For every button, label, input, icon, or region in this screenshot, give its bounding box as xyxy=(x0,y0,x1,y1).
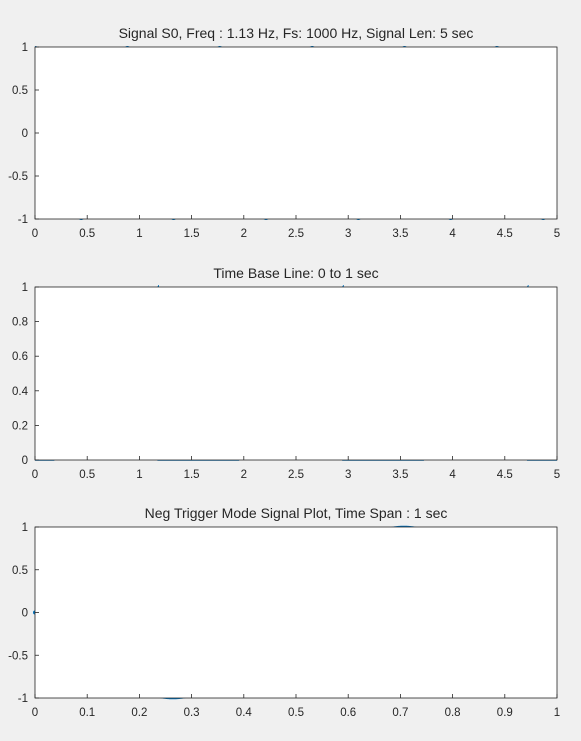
axes-2: 0 0.5 1 1.5 2 2.5 3 3.5 4 4.5 5 0 0.2 0.4 0.6 0.8 1 Time … xyxy=(12,265,560,481)
x-tick-label: 4 xyxy=(449,228,456,240)
x-tick-label: 1.5 xyxy=(184,469,200,481)
x-tick-label: 3.5 xyxy=(392,469,408,481)
y-tick-label: -0.5 xyxy=(8,650,28,662)
x-tick-label: 0.4 xyxy=(236,707,253,719)
x-tick-label: 0.8 xyxy=(445,707,461,719)
axes-3: 0 0.1 0.2 0.3 0.4 0.5 0.6 0.7 0.8 0.9 1 -1 -0.5 0 0.5 1… xyxy=(8,505,560,719)
x-tick-label: 4.5 xyxy=(497,228,513,240)
x-tick-label: 3 xyxy=(345,228,351,240)
y-tick-label: 1 xyxy=(22,282,28,294)
x-tick-label: 1 xyxy=(136,469,142,481)
x-tick-label: 0.2 xyxy=(131,707,147,719)
y-tick-label: 0.2 xyxy=(12,420,28,432)
x-tick-label: 0 xyxy=(32,228,38,240)
axes-frame xyxy=(34,46,558,220)
x-tick-label: 0.9 xyxy=(497,707,513,719)
x-tick-label: 4 xyxy=(449,469,456,481)
y-tick-label: 0 xyxy=(22,455,28,467)
y-tick-label: 0 xyxy=(22,608,28,620)
chart-title: Time Base Line: 0 to 1 sec xyxy=(213,265,378,281)
y-tick-label: -0.5 xyxy=(8,171,28,183)
x-tick-label: 0 xyxy=(32,469,38,481)
x-tick-label: 2.5 xyxy=(288,228,304,240)
x-tick-label: 2 xyxy=(241,469,247,481)
x-tick-label: 2.5 xyxy=(288,469,304,481)
y-tick-label: -1 xyxy=(18,693,28,705)
x-tick-label: 3.5 xyxy=(392,228,408,240)
x-tick-label: 0.5 xyxy=(288,707,304,719)
x-tick-label: 5 xyxy=(554,228,560,240)
chart-title: Signal S0, Freq : 1.13 Hz, Fs: 1000 Hz, … xyxy=(119,25,474,41)
x-tick-label: 4.5 xyxy=(497,469,513,481)
x-tick-label: 1 xyxy=(136,228,142,240)
x-tick-label: 3 xyxy=(345,469,351,481)
y-tick-label: 0 xyxy=(22,128,28,140)
y-tick-label: 0.4 xyxy=(12,386,29,398)
x-tick-label: 0 xyxy=(32,707,38,719)
y-tick-label: 0.6 xyxy=(12,351,28,363)
chart-title: Neg Trigger Mode Signal Plot, Time Span … xyxy=(145,505,448,521)
y-tick-label: -1 xyxy=(18,214,28,226)
x-tick-label: 0.3 xyxy=(184,707,200,719)
y-tick-label: 0.5 xyxy=(12,85,28,97)
x-tick-label: 5 xyxy=(554,469,560,481)
x-tick-label: 0.1 xyxy=(79,707,95,719)
x-tick-label: 0.6 xyxy=(340,707,356,719)
x-tick-label: 1 xyxy=(554,707,560,719)
x-tick-label: 0.5 xyxy=(79,228,95,240)
axes-1: 0 0.5 1 1.5 2 2.5 3 3.5 4 4.5 5 -1 -0.5 0 0.5 1 Signal S… xyxy=(8,25,560,240)
axes-frame xyxy=(34,526,558,699)
y-tick-label: 1 xyxy=(22,522,28,534)
y-tick-label: 0.5 xyxy=(12,565,28,577)
y-tick-label: 1 xyxy=(22,42,28,54)
x-tick-label: 0.7 xyxy=(392,707,408,719)
x-tick-label: 2 xyxy=(241,228,247,240)
x-tick-label: 1.5 xyxy=(184,228,200,240)
y-tick-label: 0.8 xyxy=(12,317,28,329)
x-tick-label: 0.5 xyxy=(79,469,95,481)
axes-frame xyxy=(34,286,558,461)
